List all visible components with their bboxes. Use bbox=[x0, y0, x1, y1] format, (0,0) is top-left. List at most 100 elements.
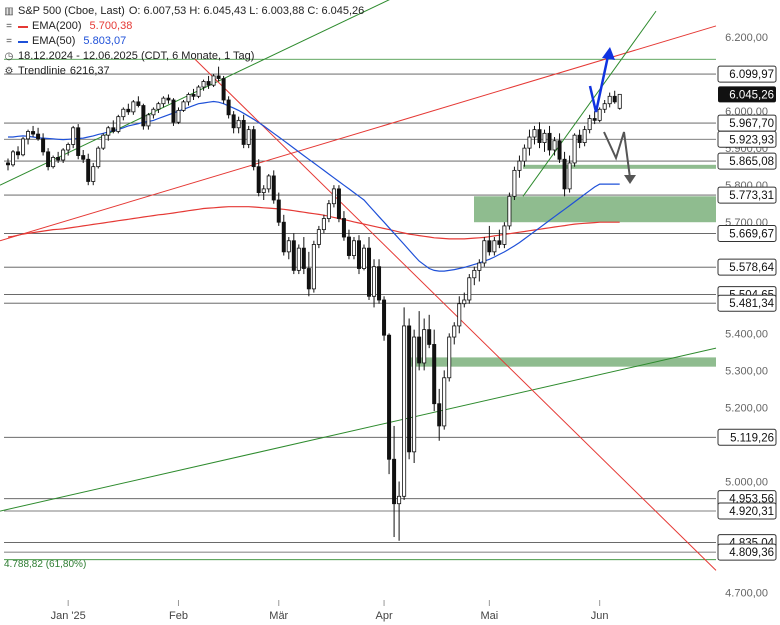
legend-title-row: ▥ S&P 500 (Cboe, Last) O: 6.007,53 H: 6.… bbox=[4, 4, 364, 19]
candle-body bbox=[71, 127, 76, 145]
candle-body bbox=[246, 129, 251, 145]
candle-body bbox=[236, 119, 241, 129]
candle-body bbox=[11, 151, 16, 166]
legend-title: S&P 500 (Cboe, Last) bbox=[18, 5, 125, 17]
last-price-label: 6.045,26 bbox=[729, 89, 774, 101]
candle-body bbox=[161, 97, 166, 105]
level-price-label: 5.967,70 bbox=[729, 118, 774, 130]
level-price-label: 4.809,36 bbox=[729, 547, 774, 559]
candle-body bbox=[306, 268, 311, 290]
candle-body bbox=[6, 162, 11, 166]
bearish-arrowhead bbox=[624, 175, 636, 184]
candle-body bbox=[482, 240, 487, 264]
level-price-box bbox=[717, 224, 777, 242]
candle-body bbox=[221, 78, 226, 101]
price-tick-label: 5.300,00 bbox=[725, 365, 768, 377]
candle-body bbox=[582, 129, 587, 143]
legend-ema50-row[interactable]: = EMA(50) 5.803,07 bbox=[4, 34, 364, 49]
candle-body bbox=[111, 127, 116, 132]
candle-body bbox=[462, 299, 467, 305]
candle-body bbox=[527, 136, 532, 149]
candle-body bbox=[116, 116, 121, 132]
legend-ema200-label: EMA(200) bbox=[32, 20, 82, 32]
line-icon: = bbox=[6, 36, 12, 47]
chart-legend: ▥ S&P 500 (Cboe, Last) O: 6.007,53 H: 6.… bbox=[4, 4, 364, 79]
candle-body bbox=[151, 108, 156, 116]
candle-body bbox=[216, 75, 221, 79]
candle-body bbox=[146, 114, 151, 127]
candle-body bbox=[532, 129, 537, 138]
candle-body bbox=[567, 162, 572, 190]
fibonacci-label: 4.788,82 (61,80%) bbox=[4, 559, 87, 570]
candle-body bbox=[547, 132, 552, 151]
candle-body bbox=[21, 138, 26, 156]
candle-body bbox=[607, 95, 612, 105]
candle-body bbox=[191, 94, 196, 97]
legend-ema50-label: EMA(50) bbox=[32, 35, 76, 47]
candle-body bbox=[577, 134, 582, 143]
support-zone bbox=[474, 196, 716, 223]
candle-body bbox=[412, 336, 417, 453]
candle-body bbox=[286, 240, 291, 253]
candle-body bbox=[537, 129, 542, 143]
ema50-swatch bbox=[18, 40, 28, 43]
candle-body bbox=[507, 195, 512, 227]
candle-body bbox=[387, 334, 392, 460]
level-price-box bbox=[717, 502, 777, 520]
candle-body bbox=[261, 188, 266, 193]
level-price-label: 6.099,97 bbox=[729, 69, 774, 81]
time-tick-label: Feb bbox=[169, 610, 188, 622]
candle-body bbox=[16, 151, 21, 156]
candle-body bbox=[472, 269, 477, 279]
legend-trend-row[interactable]: ⚙ Trendlinie 6216,37 bbox=[4, 64, 364, 79]
ema200-swatch bbox=[18, 25, 28, 28]
level-price-box bbox=[717, 186, 777, 204]
level-price-label: 5.923,93 bbox=[729, 134, 774, 146]
candle-body bbox=[512, 169, 517, 197]
time-tick-label: Mai bbox=[480, 610, 498, 622]
candle-body bbox=[271, 175, 276, 201]
candle-body bbox=[617, 93, 622, 109]
candle-body bbox=[156, 103, 161, 110]
candle-body bbox=[326, 203, 331, 219]
candle-body bbox=[597, 108, 602, 121]
candle-body bbox=[612, 95, 617, 103]
level-price-box bbox=[717, 65, 777, 83]
legend-ema50-value: 5.803,07 bbox=[83, 35, 127, 47]
candlestick-icon: ▥ bbox=[4, 6, 14, 17]
candle-body bbox=[91, 166, 96, 182]
clock-icon: ◷ bbox=[4, 51, 14, 62]
candle-body bbox=[61, 149, 66, 161]
candle-body bbox=[301, 247, 306, 269]
candle-body bbox=[46, 151, 51, 168]
price-tick-label: 5.000,00 bbox=[725, 476, 768, 488]
candle-body bbox=[81, 155, 86, 160]
legend-trend-label: Trendlinie bbox=[18, 65, 66, 77]
candle-body bbox=[452, 325, 457, 338]
candle-body bbox=[296, 247, 301, 271]
level-price-label: 5.578,64 bbox=[729, 262, 774, 274]
candle-body bbox=[372, 266, 377, 297]
candle-body bbox=[392, 458, 397, 505]
candle-body bbox=[231, 114, 236, 129]
candle-body bbox=[121, 108, 126, 118]
candle-body bbox=[417, 336, 422, 364]
candle-body bbox=[36, 133, 41, 140]
level-price-box bbox=[717, 258, 777, 276]
price-axis: 6.200,006.000,005.900,005.800,005.700,00… bbox=[717, 32, 777, 600]
legend-ema200-value: 5.700,38 bbox=[89, 20, 133, 32]
legend-ema200-row[interactable]: = EMA(200) 5.700,38 bbox=[4, 19, 364, 34]
candle-body bbox=[351, 240, 356, 256]
legend-ohlc: O: 6.007,53 H: 6.045,43 L: 6.003,88 C: 6… bbox=[128, 5, 365, 17]
level-price-box bbox=[717, 428, 777, 446]
time-tick-label: Jun bbox=[591, 610, 609, 622]
candle-body bbox=[176, 109, 181, 123]
candle-body bbox=[51, 157, 56, 168]
level-price-box bbox=[717, 152, 777, 170]
candle-body bbox=[316, 229, 321, 245]
candle-body bbox=[41, 138, 46, 153]
price-tick-label: 5.400,00 bbox=[725, 328, 768, 340]
ema200-line bbox=[7, 206, 620, 240]
candle-body bbox=[572, 134, 577, 164]
